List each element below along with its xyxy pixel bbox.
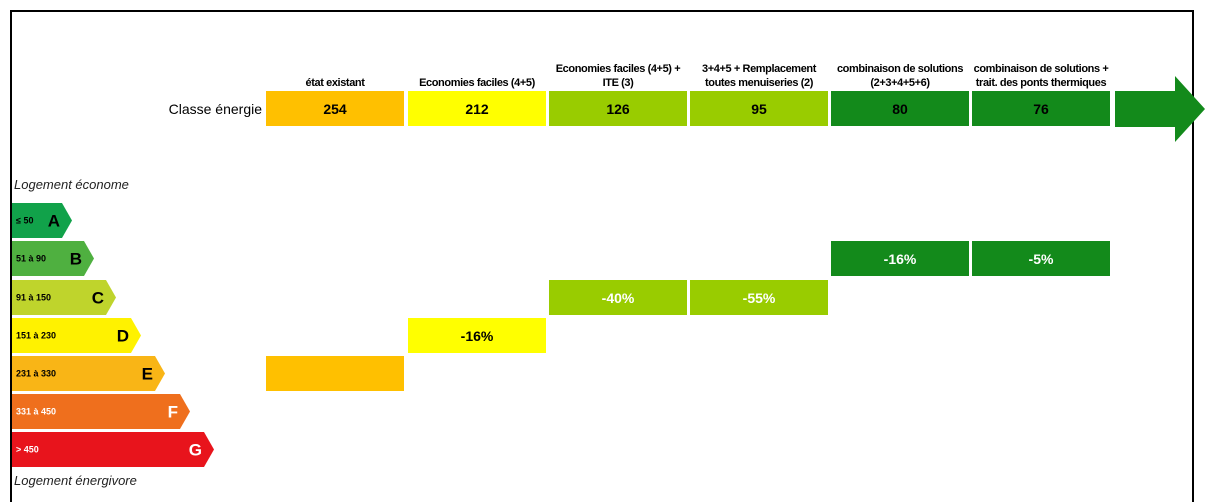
scale-letter: A (48, 212, 60, 231)
scale-bar (12, 394, 190, 429)
column-header: combinaison de solutions + trait. des po… (973, 63, 1109, 89)
change-cell (266, 356, 404, 391)
value-cell: 254 (266, 91, 404, 126)
scale-range: ≤ 50 (16, 216, 33, 226)
scale-bar (12, 203, 72, 238)
column-header: 3+4+5 + Remplacement toutes menuiseries … (702, 63, 816, 89)
scale-bar (12, 318, 141, 353)
scale-letter: D (117, 327, 129, 346)
change-cell: -55% (690, 280, 828, 315)
value-cell: 80 (831, 91, 969, 126)
energy-scale: ≤ 50 A 51 à 90 B 91 à 150 C 151 à 230 D 231 à 33… (12, 203, 214, 467)
value-cell: 95 (690, 91, 828, 126)
change-cell: -5% (972, 241, 1110, 276)
column-header: état existant (305, 77, 365, 89)
scale-range: 51 à 90 (16, 254, 46, 264)
scale-letter: F (168, 403, 178, 422)
scale-letter: G (189, 441, 202, 460)
change-cell: -40% (549, 280, 687, 315)
scale-bar (12, 432, 214, 467)
scale-range: 151 à 230 (16, 331, 56, 341)
scale-range: > 450 (16, 445, 39, 455)
arrow (1115, 76, 1205, 142)
scale-range: 331 à 450 (16, 407, 56, 417)
scale-letter: C (92, 289, 104, 308)
scale-range: 91 à 150 (16, 293, 51, 303)
scale-bar (12, 241, 94, 276)
value-cell: 76 (972, 91, 1110, 126)
bottom-label: Logement énergivore (14, 473, 137, 488)
scale-bar (12, 356, 165, 391)
change-cell: -16% (831, 241, 969, 276)
value-cell: 212 (408, 91, 546, 126)
column-header: Economies faciles (4+5) + ITE (3) (555, 63, 681, 89)
scale-letter: B (70, 250, 82, 269)
column-header: combinaison de solutions (2+3+4+5+6) (836, 63, 964, 89)
row-label: Classe énergie (168, 100, 262, 117)
frame (10, 10, 1194, 502)
change-cell: -16% (408, 318, 546, 353)
value-cell: 126 (549, 91, 687, 126)
top-label: Logement économe (14, 177, 129, 192)
scale-bar (12, 280, 116, 315)
scale-letter: E (142, 365, 153, 384)
scale-range: 231 à 330 (16, 369, 56, 379)
column-header: Economies faciles (4+5) (419, 77, 535, 89)
